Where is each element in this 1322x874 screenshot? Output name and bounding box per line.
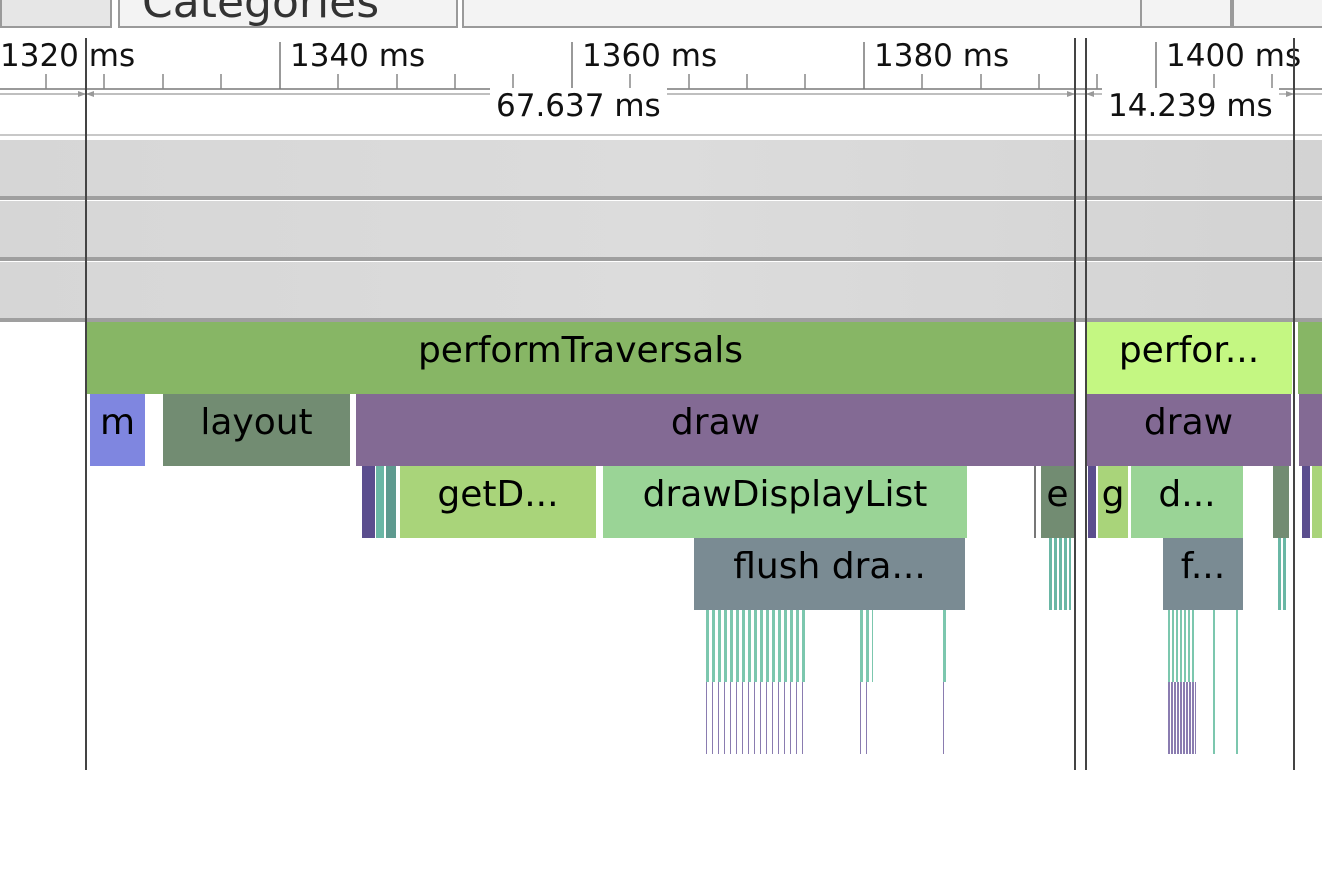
slice-tiny-7[interactable] — [1302, 466, 1310, 538]
slice-draw-1[interactable]: draw — [356, 394, 1075, 466]
ruler-label-1340: 1340 ms — [290, 38, 426, 74]
slice-get-display-list-1[interactable]: getD... — [400, 466, 596, 538]
draw-ops-group-2[interactable] — [706, 682, 806, 754]
track-3[interactable] — [0, 262, 1322, 322]
slice-g-2[interactable]: g — [1098, 466, 1128, 538]
slice-flush-1[interactable]: flush dra... — [694, 538, 965, 610]
measure-marker-1[interactable] — [85, 38, 87, 770]
draw-ops-group-9[interactable] — [1213, 610, 1215, 754]
slice-measure-1[interactable]: m — [90, 394, 145, 466]
track-2[interactable] — [0, 201, 1322, 261]
draw-ops-group-6[interactable] — [943, 682, 944, 754]
categories-button[interactable]: Categories — [118, 0, 458, 28]
slice-tiny-1[interactable] — [362, 466, 375, 538]
ruler-label-1360: 1360 ms — [582, 38, 718, 74]
slice-tiny-8[interactable] — [1312, 466, 1322, 538]
slice-draw-display-list-2[interactable]: d... — [1131, 466, 1243, 538]
slice-draw-2[interactable]: draw — [1086, 394, 1291, 466]
ruler-label-1400: 1400 ms — [1166, 38, 1302, 74]
slice-perform-traversals-2[interactable]: perfor... — [1086, 322, 1292, 394]
slice-draw-display-list-1[interactable]: drawDisplayList — [603, 466, 967, 538]
search-field[interactable] — [462, 0, 1142, 28]
draw-ops-group-5[interactable] — [943, 610, 946, 682]
slice-perform-traversals-1[interactable]: performTraversals — [86, 322, 1075, 394]
slice-tiny-9[interactable] — [1049, 538, 1071, 610]
toolbar-button-a[interactable] — [1140, 0, 1232, 28]
slice-flush-2[interactable]: f... — [1163, 538, 1243, 610]
draw-ops-group-10[interactable] — [1236, 610, 1238, 754]
toolbar-button-b[interactable] — [1232, 0, 1322, 28]
slice-tiny-4[interactable] — [1034, 466, 1036, 538]
draw-ops-group-3[interactable] — [860, 610, 873, 682]
draw-ops-group-4[interactable] — [860, 682, 870, 754]
track-1[interactable] — [0, 140, 1322, 200]
toolbar: Categories — [0, 0, 1322, 38]
slice-perform-traversals-3[interactable] — [1298, 322, 1322, 394]
slice-e-1[interactable]: e — [1041, 466, 1074, 538]
measure-marker-4[interactable] — [1293, 38, 1295, 770]
slice-layout-1[interactable]: layout — [163, 394, 350, 466]
slice-draw-3[interactable] — [1299, 394, 1322, 466]
draw-ops-group-8[interactable] — [1168, 682, 1196, 754]
measure-marker-3[interactable] — [1085, 38, 1087, 770]
slice-tiny-3[interactable] — [386, 466, 396, 538]
slice-tiny-2[interactable] — [376, 466, 384, 538]
measure-marker-2[interactable] — [1074, 38, 1076, 770]
ruler-label-1320: 1320 ms — [0, 38, 136, 74]
slice-tiny-5[interactable] — [1088, 466, 1096, 538]
categories-label: Categories — [142, 0, 380, 28]
slice-tiny-10[interactable] — [1278, 538, 1288, 610]
slice-tiny-6[interactable] — [1273, 466, 1289, 538]
ruler-label-1380: 1380 ms — [874, 38, 1010, 74]
toolbar-left-box[interactable] — [0, 0, 112, 28]
measurement-label-2: 14.239 ms — [1102, 88, 1279, 124]
measurement-label-1: 67.637 ms — [490, 88, 667, 124]
draw-ops-group-1[interactable] — [706, 610, 806, 682]
time-ruler[interactable]: 1320 ms 1340 ms 1360 ms 1380 ms 1400 ms — [0, 38, 1322, 90]
draw-ops-group-7[interactable] — [1168, 610, 1196, 682]
